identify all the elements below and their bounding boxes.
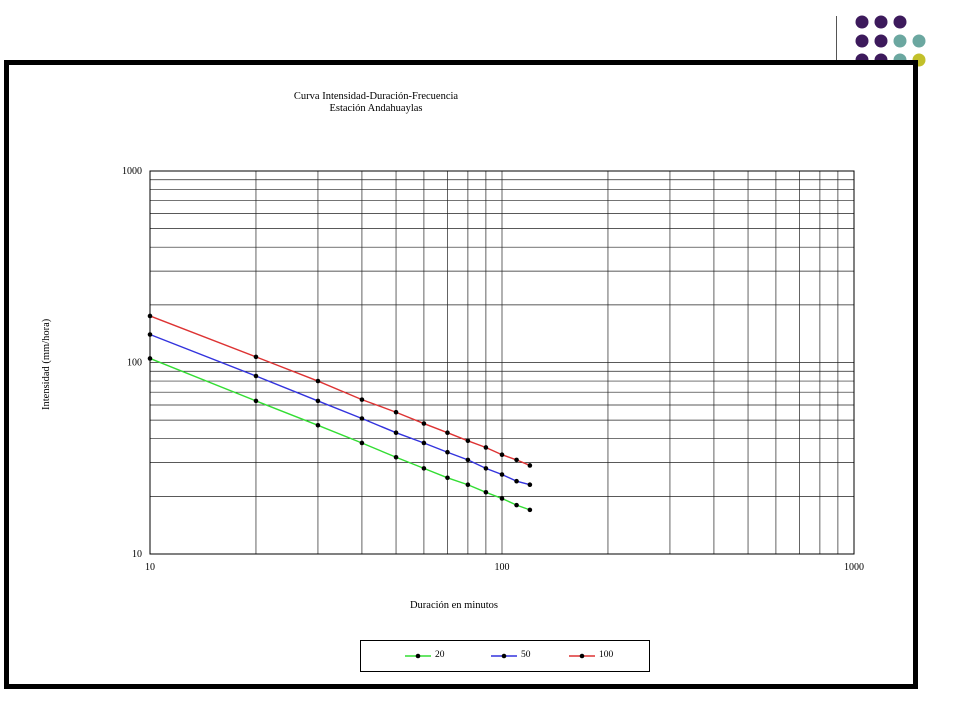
decor-dot bbox=[893, 34, 907, 48]
data-point bbox=[421, 440, 427, 446]
legend-swatch bbox=[491, 653, 517, 659]
data-point bbox=[147, 332, 153, 337]
data-point bbox=[483, 466, 489, 471]
data-point bbox=[445, 449, 450, 455]
data-point bbox=[359, 397, 365, 402]
data-point bbox=[483, 489, 489, 495]
data-point bbox=[393, 409, 399, 415]
y-tick-label: 100 bbox=[127, 358, 142, 369]
chart-legend: 20 50 100 bbox=[360, 640, 650, 672]
data-point bbox=[253, 354, 259, 360]
decor-dot bbox=[893, 15, 907, 29]
data-point bbox=[465, 438, 471, 444]
decor-dot bbox=[874, 15, 888, 29]
data-point bbox=[315, 398, 321, 404]
data-point bbox=[315, 378, 321, 384]
data-point bbox=[147, 356, 153, 361]
series-line bbox=[149, 357, 531, 511]
header-divider-line bbox=[836, 16, 837, 60]
data-point bbox=[445, 475, 450, 481]
data-point bbox=[499, 452, 505, 458]
data-point bbox=[393, 430, 399, 435]
data-point bbox=[527, 463, 533, 468]
chart-title-block: Curva Intensidad-Duración-Frecuencia Est… bbox=[239, 91, 513, 115]
data-point bbox=[483, 445, 489, 450]
y-axis-label: Intensidad (mm/hora) bbox=[41, 318, 52, 410]
data-point bbox=[393, 454, 399, 460]
legend-label: 20 bbox=[435, 650, 445, 660]
series-50 bbox=[147, 332, 533, 488]
data-point bbox=[445, 430, 450, 435]
data-point bbox=[514, 457, 519, 463]
x-tick-label: 1000 bbox=[844, 562, 864, 573]
data-point bbox=[421, 466, 427, 471]
series-100 bbox=[147, 313, 533, 468]
data-point bbox=[253, 373, 259, 379]
x-axis-label: Duración en minutos bbox=[409, 600, 499, 611]
legend-label: 50 bbox=[521, 650, 531, 660]
data-point bbox=[499, 472, 505, 477]
legend-swatch bbox=[405, 653, 431, 659]
data-point bbox=[514, 502, 519, 508]
data-point bbox=[253, 398, 259, 404]
chart-subtitle: Estación Andahuaylas bbox=[329, 103, 423, 114]
decor-dot bbox=[855, 34, 869, 48]
data-point bbox=[514, 478, 519, 484]
chart-title: Curva Intensidad-Duración-Frecuencia bbox=[293, 91, 459, 102]
series-line bbox=[149, 333, 531, 486]
chart-frame: Curva Intensidad-Duración-Frecuencia Est… bbox=[4, 60, 918, 689]
y-tick-label: 10 bbox=[132, 549, 142, 560]
data-point bbox=[359, 416, 365, 421]
data-point bbox=[359, 440, 365, 446]
idf-chart: 10 100 1000 10 100 1000 bbox=[122, 166, 864, 573]
plot-grid bbox=[149, 171, 854, 555]
decor-dot bbox=[874, 34, 888, 48]
x-tick-label: 100 bbox=[495, 562, 510, 573]
decor-dot bbox=[855, 15, 869, 29]
legend-label: 100 bbox=[599, 650, 614, 660]
data-point bbox=[527, 507, 533, 513]
data-point bbox=[315, 422, 321, 428]
data-point bbox=[147, 313, 153, 319]
y-tick-label: 1000 bbox=[122, 166, 142, 177]
data-point bbox=[499, 496, 505, 501]
series-line bbox=[149, 315, 531, 467]
legend-swatch bbox=[569, 653, 595, 659]
x-tick-label: 10 bbox=[145, 562, 155, 573]
data-point bbox=[465, 457, 471, 463]
data-point bbox=[527, 482, 533, 488]
data-point bbox=[421, 421, 427, 426]
decor-dot bbox=[912, 34, 926, 48]
plot-area-border bbox=[149, 170, 855, 555]
data-point bbox=[465, 482, 471, 488]
series-20 bbox=[147, 356, 533, 513]
